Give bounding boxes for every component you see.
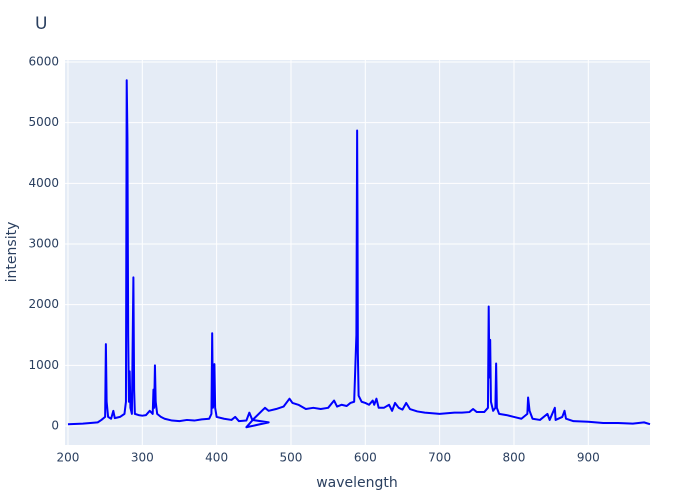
y-tick-label: 6000 [28, 55, 59, 69]
x-axis-title: wavelength [316, 475, 398, 491]
chart-title: U [35, 14, 47, 34]
x-tick-label: 600 [354, 451, 377, 465]
y-tick-label: 3000 [28, 237, 59, 251]
y-tick-label: 0 [51, 419, 59, 433]
x-tick-label: 900 [577, 451, 600, 465]
y-tick-label: 1000 [28, 358, 59, 372]
x-tick-label: 800 [503, 451, 526, 465]
x-tick-label: 500 [280, 451, 303, 465]
data-line [67, 79, 651, 429]
x-tick-label: 400 [205, 451, 228, 465]
y-axis-title: intensity [4, 222, 20, 283]
x-tick-label: 300 [131, 451, 154, 465]
y-tick-label: 2000 [28, 297, 59, 311]
y-tick-label: 5000 [28, 115, 59, 129]
x-tick-label: 200 [57, 451, 80, 465]
x-tick-label: 700 [428, 451, 451, 465]
y-tick-label: 4000 [28, 176, 59, 190]
